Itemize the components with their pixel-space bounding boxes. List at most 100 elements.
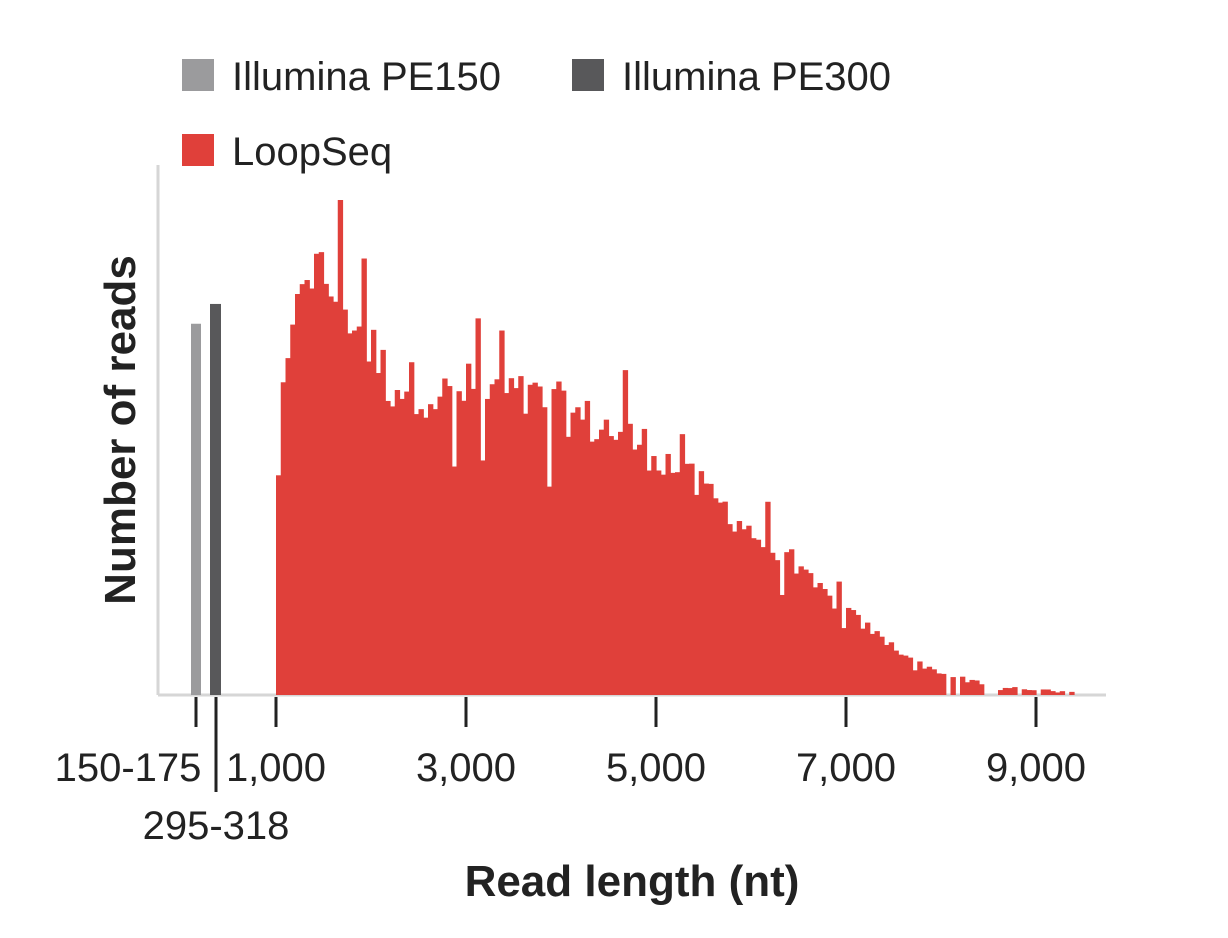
bar-loopseq [888, 642, 895, 695]
bar-loopseq [1040, 689, 1047, 695]
bar-loopseq [428, 404, 434, 695]
bar-loopseq [755, 539, 762, 695]
bar-loopseq [860, 628, 866, 695]
bar-loopseq [432, 409, 439, 695]
bar-loopseq [632, 449, 638, 695]
bar-loopseq [922, 668, 928, 695]
bar-loopseq [627, 423, 633, 695]
bar-loopseq [323, 283, 329, 695]
bar-loopseq [950, 677, 956, 695]
bar-loopseq [613, 439, 619, 695]
bar-illumina-pe300 [210, 303, 221, 695]
bar-loopseq [713, 498, 719, 695]
bar-loopseq [356, 326, 363, 695]
bar-loopseq [869, 633, 876, 695]
bar-loopseq [347, 333, 353, 695]
bar-loopseq [337, 200, 344, 695]
bar-loopseq [827, 595, 833, 695]
bar-loopseq [679, 434, 686, 695]
bar-loopseq [941, 673, 947, 695]
bar-loopseq [551, 389, 557, 695]
bar-loopseq [665, 453, 671, 695]
bar-loopseq [390, 406, 396, 695]
bar-loopseq [784, 552, 790, 695]
bar-loopseq [413, 414, 420, 695]
legend-swatch-pe300 [572, 59, 604, 91]
bar-loopseq [1055, 692, 1061, 695]
bar-loopseq [314, 253, 320, 696]
x-axis-title: Read length (nt) [465, 857, 800, 906]
x-tick-label: 9,000 [986, 746, 1086, 790]
bar-loopseq [926, 666, 933, 695]
bar-loopseq [570, 412, 576, 695]
bar-loopseq [722, 501, 728, 695]
bar-loopseq [318, 252, 325, 695]
bar-loopseq [489, 384, 496, 695]
bar-loopseq [884, 644, 890, 695]
bar-loopseq [822, 589, 828, 695]
bar-loopseq [974, 680, 980, 695]
bar-loopseq [565, 436, 572, 695]
bar-loopseq [960, 676, 966, 695]
bar-loopseq [736, 521, 743, 695]
bar-loopseq [437, 396, 443, 695]
bar-loopseq [589, 441, 595, 695]
bar-loopseq [546, 486, 553, 695]
bar-loopseq [513, 388, 519, 695]
bar-loopseq [480, 460, 486, 695]
bar-loopseq [556, 381, 562, 695]
bar-loopseq [299, 284, 306, 695]
bar-loopseq [779, 594, 785, 695]
bar-loopseq [865, 622, 871, 695]
bar-loopseq [404, 391, 410, 695]
bar-loopseq [789, 549, 795, 695]
bar-loopseq [936, 673, 942, 695]
bar-loopseq [580, 419, 586, 695]
bar-loopseq [1002, 687, 1009, 695]
legend-label-pe300: Illumina PE300 [622, 55, 891, 99]
bar-loopseq [651, 456, 657, 695]
bar-loopseq [561, 390, 567, 695]
bar-loopseq [703, 483, 709, 695]
bar-loopseq [575, 407, 581, 695]
bar-loopseq [846, 607, 852, 695]
bar-loopseq [675, 472, 681, 695]
bar-loopseq [1031, 690, 1037, 695]
bar-loopseq [793, 573, 800, 695]
bar-loopseq [532, 382, 538, 695]
bar-loopseq [1007, 688, 1013, 695]
bar-loopseq [741, 529, 747, 695]
bar-loopseq [694, 494, 700, 695]
bar-loopseq [584, 400, 591, 695]
bar-loopseq [1050, 691, 1056, 695]
bar-loopseq [689, 463, 695, 695]
bar-loopseq [998, 690, 1004, 695]
bar-loopseq [964, 682, 971, 695]
bar-loopseq [708, 483, 714, 695]
bar-loopseq [594, 439, 600, 695]
bar-loopseq [770, 552, 776, 695]
bar-loopseq [499, 330, 505, 695]
bar-loopseq [646, 470, 652, 695]
bar-loopseq [276, 475, 282, 695]
bar-loopseq [285, 358, 291, 695]
bar-loopseq [622, 370, 629, 695]
bar-loopseq [670, 472, 676, 695]
bar-loopseq [841, 628, 847, 695]
bar-loopseq [836, 581, 842, 695]
bar-loopseq [798, 566, 804, 695]
bar-loopseq [423, 417, 429, 695]
bar-loopseq [765, 501, 771, 695]
illumina-bars [191, 303, 221, 695]
legend-label-pe150: Illumina PE150 [232, 55, 501, 99]
legend-swatch-pe150 [182, 59, 214, 91]
x-tick-label: 7,000 [796, 746, 896, 790]
bar-illumina-pe150 [191, 323, 201, 695]
bar-loopseq [656, 470, 662, 695]
bar-loopseq [295, 293, 301, 695]
bar-loopseq [608, 436, 614, 695]
bar-loopseq [874, 631, 880, 695]
x-axis-ticks: 1,000 3,000 5,000 7,000 9,000 [226, 697, 1086, 790]
bar-loopseq [328, 296, 334, 695]
bar-loopseq [812, 587, 819, 695]
